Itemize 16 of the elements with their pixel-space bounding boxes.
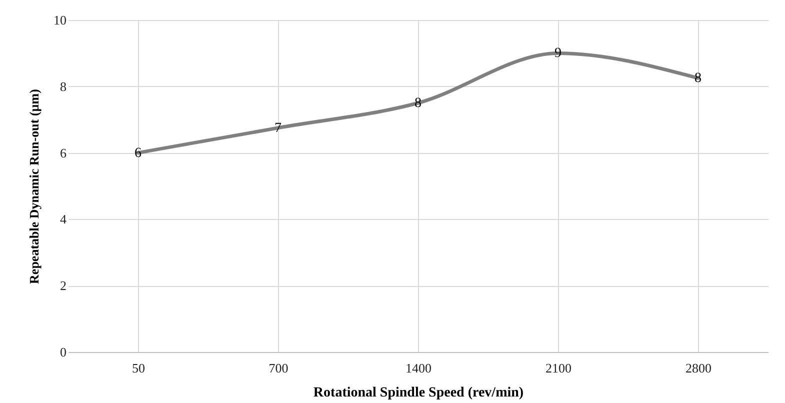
data-label: 9 — [554, 46, 562, 62]
y-axis-title: Repeatable Dynamic Run-out (µm) — [26, 89, 42, 284]
y-tick-label: 0 — [60, 344, 66, 360]
y-tick-label: 8 — [60, 78, 66, 94]
x-tick-label: 50 — [132, 360, 145, 376]
x-tick-label: 2800 — [686, 360, 712, 376]
data-label: 8 — [694, 71, 702, 86]
x-axis-title: Rotational Spindle Speed (rev/min) — [313, 386, 524, 400]
x-tick-label: 700 — [268, 360, 288, 376]
data-label: 6 — [134, 146, 142, 161]
x-tick-label: 1400 — [406, 360, 432, 376]
y-tick-label: 4 — [60, 212, 67, 227]
y-tick-label: 6 — [60, 145, 67, 160]
y-tick-label: 2 — [60, 278, 66, 294]
x-tick-label: 2100 — [546, 360, 572, 376]
y-tick-label: 10 — [54, 12, 66, 28]
